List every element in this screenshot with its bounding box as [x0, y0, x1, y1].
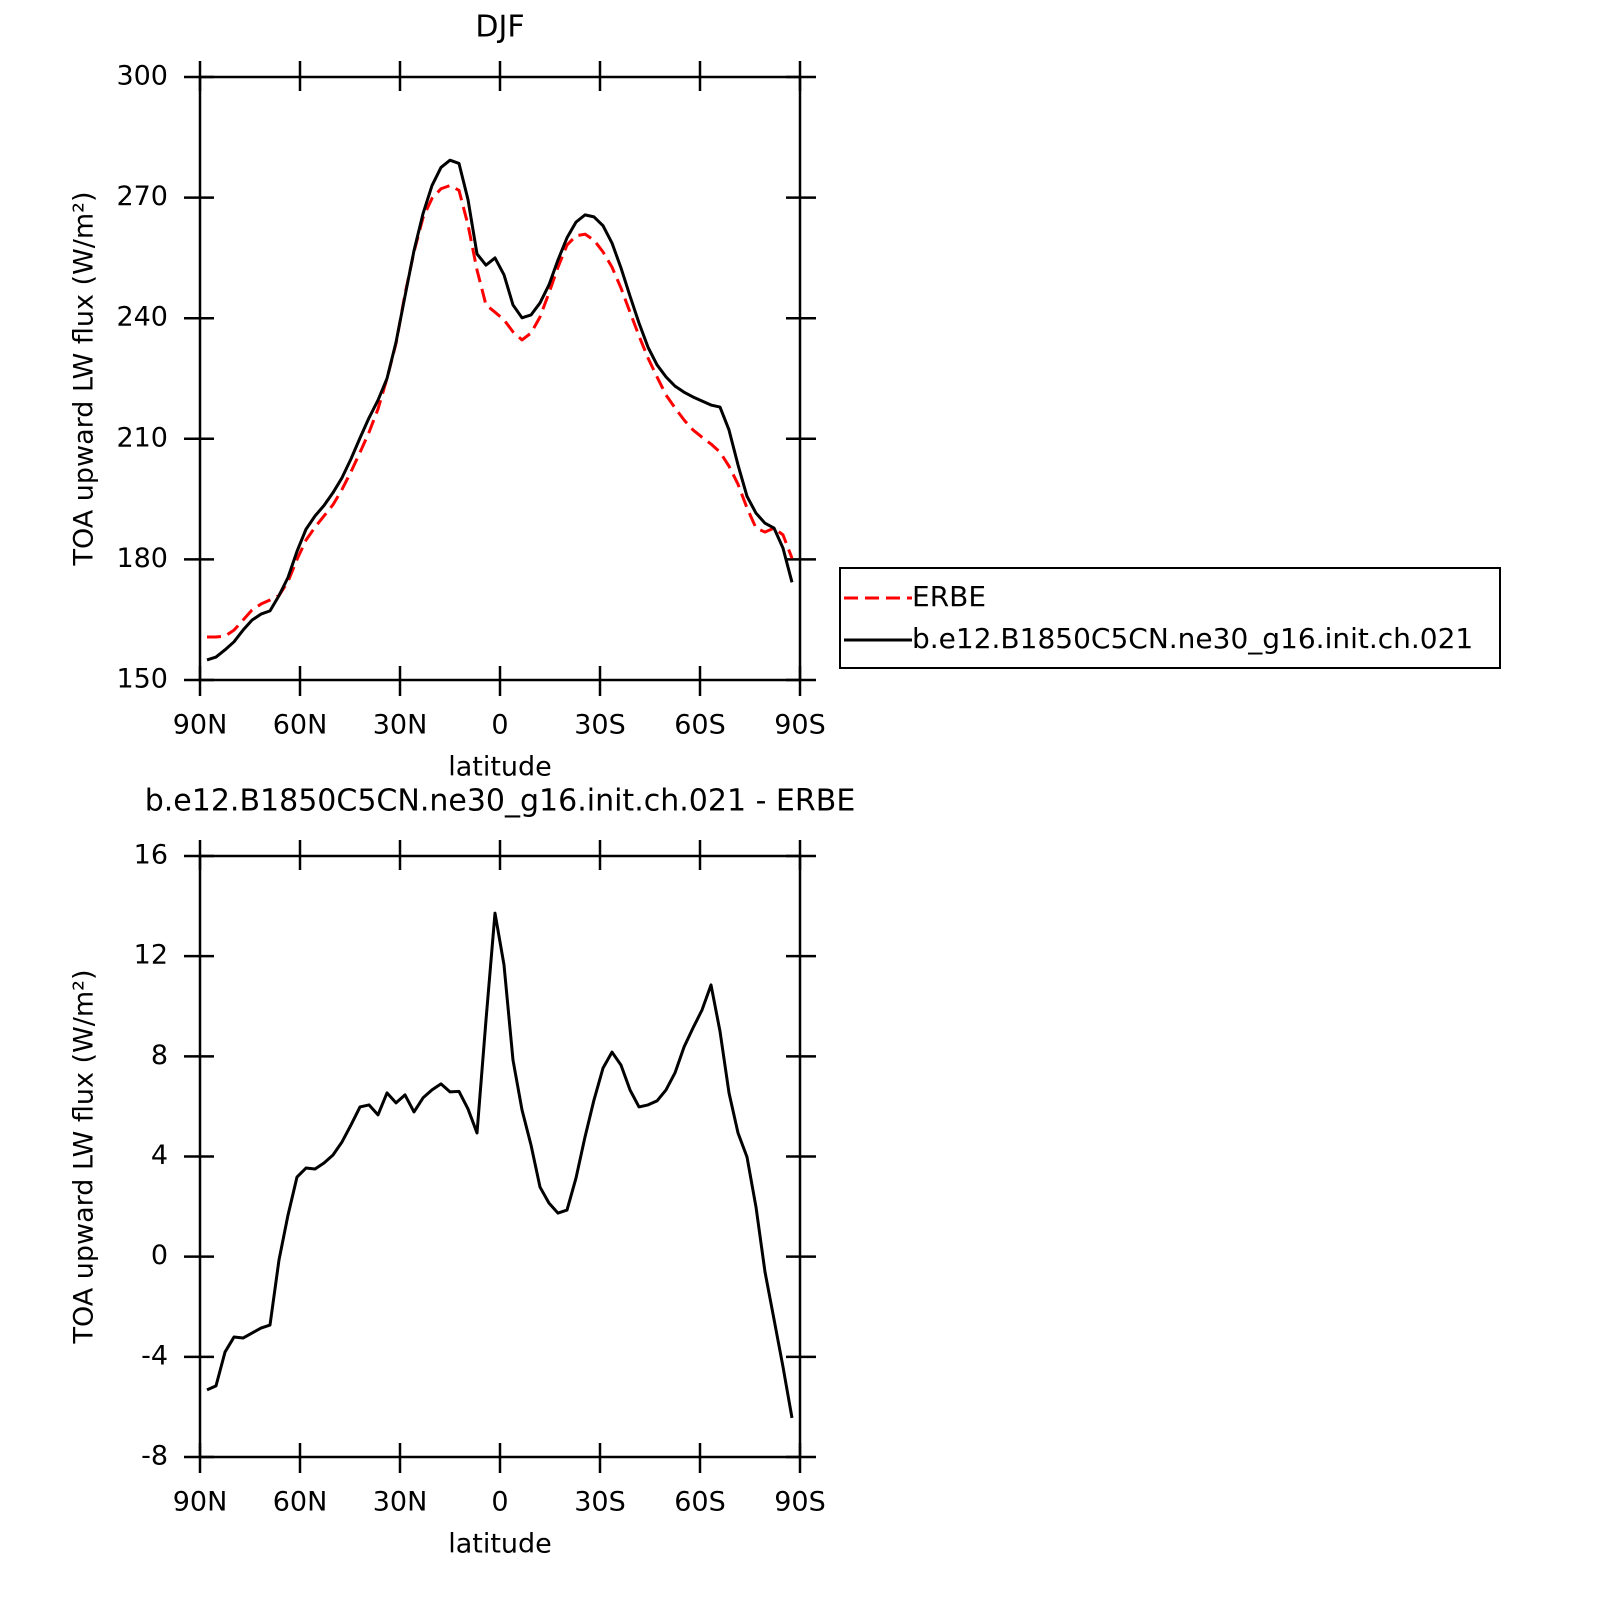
- x-tick-label: 60S: [674, 1487, 726, 1518]
- x-tick-label: 30N: [373, 1487, 428, 1518]
- x-tick-label: 90N: [173, 710, 228, 741]
- series-line: [206, 911, 794, 1419]
- x-tick-label: 60S: [674, 710, 726, 741]
- x-tick-label: 30S: [574, 710, 626, 741]
- y-tick-label: 240: [116, 302, 168, 333]
- plot-frame: [198, 854, 802, 1459]
- x-axis-label: latitude: [448, 1529, 552, 1560]
- y-tick-label: 16: [134, 840, 168, 871]
- y-tick-label: -8: [141, 1441, 168, 1472]
- x-tick-label: 90N: [173, 1487, 228, 1518]
- legend-label: ERBE: [912, 580, 986, 613]
- y-axis-label: TOA upward LW flux (W/m²): [69, 969, 100, 1344]
- y-axis-label: TOA upward LW flux (W/m²): [69, 191, 100, 566]
- y-tick-label: 210: [116, 422, 168, 453]
- x-tick-label: 90S: [774, 1487, 826, 1518]
- y-tick-label: -4: [141, 1340, 168, 1371]
- chart-title: b.e12.B1850C5CN.ne30_g16.init.ch.021 - E…: [145, 784, 856, 819]
- chart-title: DJF: [475, 10, 524, 45]
- x-tick-label: 30N: [373, 710, 428, 741]
- x-tick-label: 0: [491, 710, 508, 741]
- x-tick-label: 60N: [273, 1487, 328, 1518]
- y-tick-label: 8: [151, 1040, 168, 1071]
- x-tick-label: 30S: [574, 1487, 626, 1518]
- y-tick-label: 0: [151, 1240, 168, 1271]
- x-tick-label: 60N: [273, 710, 328, 741]
- series-line: [206, 158, 794, 662]
- x-tick-label: 90S: [774, 710, 826, 741]
- y-tick-label: 4: [151, 1140, 168, 1171]
- x-tick-label: 0: [491, 1487, 508, 1518]
- y-tick-label: 12: [134, 940, 168, 971]
- x-axis-label: latitude: [448, 752, 552, 783]
- y-tick-label: 300: [116, 61, 168, 92]
- y-tick-label: 150: [116, 664, 168, 695]
- legend-box: [839, 567, 1501, 669]
- series-line: [207, 184, 794, 639]
- y-tick-label: 180: [116, 543, 168, 574]
- legend-label: b.e12.B1850C5CN.ne30_g16.init.ch.021: [912, 622, 1473, 655]
- plot-frame: [198, 75, 802, 682]
- y-tick-label: 270: [116, 181, 168, 212]
